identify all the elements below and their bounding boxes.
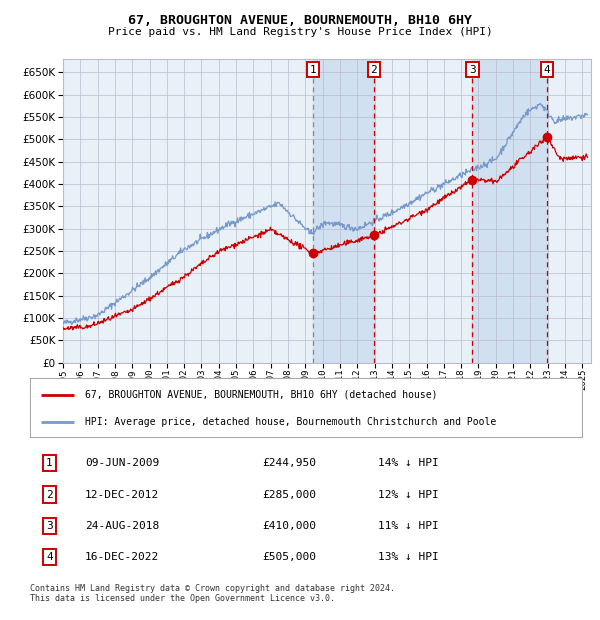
Text: 2: 2	[370, 64, 377, 74]
Text: 3: 3	[469, 64, 476, 74]
Text: 1: 1	[46, 458, 53, 468]
Text: 3: 3	[46, 521, 53, 531]
Text: 09-JUN-2009: 09-JUN-2009	[85, 458, 160, 468]
Text: 13% ↓ HPI: 13% ↓ HPI	[378, 552, 439, 562]
Text: 67, BROUGHTON AVENUE, BOURNEMOUTH, BH10 6HY: 67, BROUGHTON AVENUE, BOURNEMOUTH, BH10 …	[128, 14, 472, 27]
Text: £244,950: £244,950	[262, 458, 316, 468]
Text: 14% ↓ HPI: 14% ↓ HPI	[378, 458, 439, 468]
Text: 12% ↓ HPI: 12% ↓ HPI	[378, 490, 439, 500]
Bar	[472, 59, 547, 363]
Text: £505,000: £505,000	[262, 552, 316, 562]
Text: 4: 4	[46, 552, 53, 562]
Text: 67, BROUGHTON AVENUE, BOURNEMOUTH, BH10 6HY (detached house): 67, BROUGHTON AVENUE, BOURNEMOUTH, BH10 …	[85, 390, 438, 400]
Text: Price paid vs. HM Land Registry's House Price Index (HPI): Price paid vs. HM Land Registry's House …	[107, 27, 493, 37]
Text: 12-DEC-2012: 12-DEC-2012	[85, 490, 160, 500]
Text: Contains HM Land Registry data © Crown copyright and database right 2024.
This d: Contains HM Land Registry data © Crown c…	[30, 584, 395, 603]
Text: 16-DEC-2022: 16-DEC-2022	[85, 552, 160, 562]
Text: 4: 4	[544, 64, 550, 74]
Text: £285,000: £285,000	[262, 490, 316, 500]
Text: £410,000: £410,000	[262, 521, 316, 531]
Text: 2: 2	[46, 490, 53, 500]
Text: HPI: Average price, detached house, Bournemouth Christchurch and Poole: HPI: Average price, detached house, Bour…	[85, 417, 496, 427]
Text: 24-AUG-2018: 24-AUG-2018	[85, 521, 160, 531]
Text: 1: 1	[310, 64, 316, 74]
Bar	[313, 59, 374, 363]
Text: 11% ↓ HPI: 11% ↓ HPI	[378, 521, 439, 531]
